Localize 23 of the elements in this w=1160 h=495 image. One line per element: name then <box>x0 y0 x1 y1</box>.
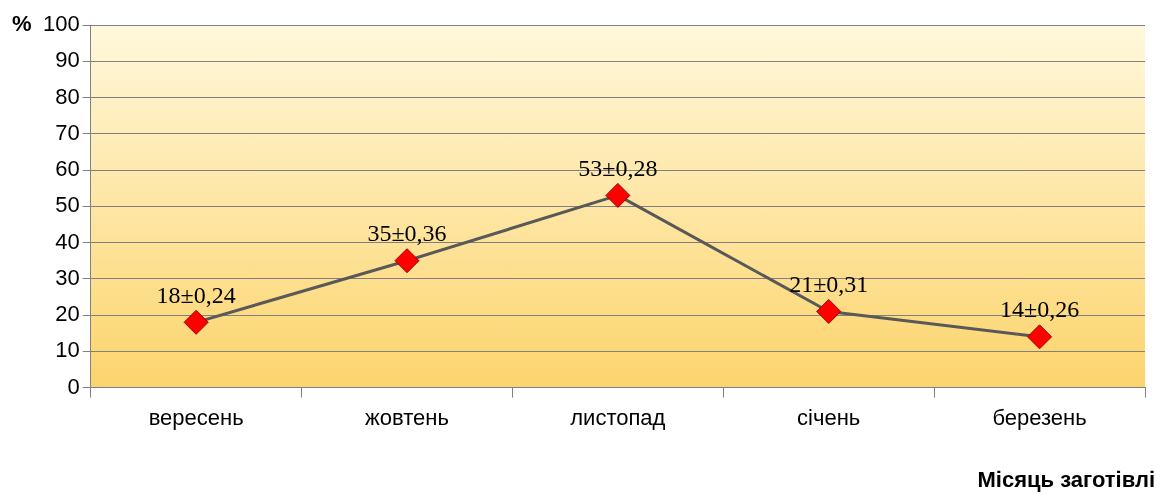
y-axis-title: % <box>12 11 32 37</box>
x-axis-title: Місяць заготівлі <box>977 467 1155 493</box>
data-label: 21±0,31 <box>789 270 869 297</box>
x-tick-label: березень <box>992 404 1087 430</box>
y-tick-label: 50 <box>55 192 80 218</box>
data-label: 18±0,24 <box>156 281 236 308</box>
y-tick-label: 30 <box>55 264 80 290</box>
y-tick-label: 60 <box>55 156 80 182</box>
y-tick-label: 80 <box>55 83 80 109</box>
y-tick-label: 0 <box>67 373 80 399</box>
data-label: 35±0,36 <box>367 219 447 246</box>
x-tick-label: вересень <box>148 404 244 430</box>
y-tick-label: 20 <box>55 301 80 327</box>
y-tick-label: 100 <box>42 11 80 37</box>
y-tick-label: 90 <box>55 47 80 73</box>
y-tick-label: 40 <box>55 228 80 254</box>
x-tick-label: жовтень <box>365 404 449 430</box>
data-label: 14±0,26 <box>999 296 1080 323</box>
data-label: 53±0,28 <box>578 154 658 181</box>
x-tick-label: листопад <box>570 404 666 430</box>
y-tick-label: 10 <box>55 337 80 363</box>
x-tick-label: січень <box>797 404 861 430</box>
y-tick-label: 70 <box>55 119 80 145</box>
